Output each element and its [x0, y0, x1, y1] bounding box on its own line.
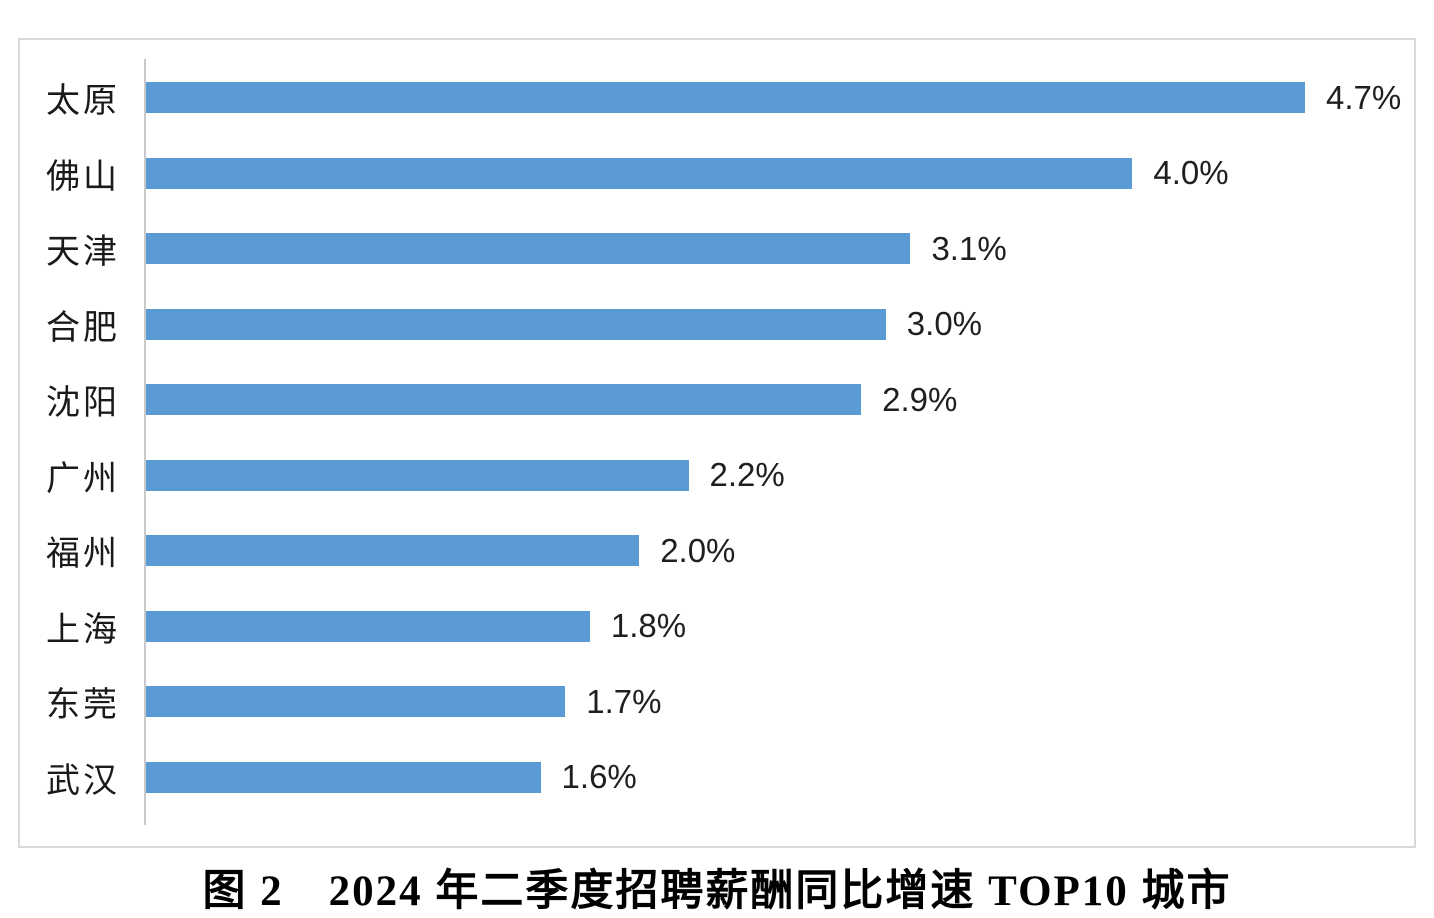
value-label: 1.8% — [610, 607, 687, 645]
bar — [146, 761, 541, 793]
bar-track: 4.7% — [146, 60, 1414, 136]
value-label: 3.1% — [931, 229, 1007, 267]
bar-track: 3.0% — [146, 287, 1414, 363]
bar — [146, 157, 1133, 189]
category-label: 天津 — [46, 234, 120, 272]
bar-row: 沈阳 2.9% — [20, 362, 1414, 438]
bar-row: 广州 2.2% — [20, 438, 1414, 514]
bar-rows-container: 太原 4.7% 佛山 4.0% 天津 3.1% 合肥 3.0% 沈阳 2.9% 广州 2.2% 福州 2.… — [20, 60, 1414, 815]
bar-row: 合肥 3.0% — [20, 287, 1414, 363]
value-label: 4.7% — [1326, 78, 1402, 116]
bar — [146, 610, 590, 642]
value-label: 3.0% — [906, 305, 983, 343]
bar-track: 2.0% — [146, 513, 1414, 589]
bar-track: 4.0% — [146, 136, 1414, 212]
category-label: 沈阳 — [46, 385, 120, 423]
bar — [146, 384, 862, 416]
category-label: 上海 — [46, 611, 120, 649]
y-axis-line — [144, 59, 146, 825]
bar — [146, 233, 911, 265]
bar — [146, 308, 886, 340]
bar-row: 上海 1.8% — [20, 589, 1414, 665]
value-label: 1.7% — [586, 682, 662, 720]
value-label: 4.0% — [1153, 154, 1229, 192]
bar-row: 佛山 4.0% — [20, 136, 1414, 212]
value-label: 1.6% — [561, 758, 637, 796]
bar — [146, 686, 566, 718]
bar-track: 3.1% — [146, 211, 1414, 287]
bar-track: 1.7% — [146, 664, 1414, 740]
bar-track: 2.9% — [146, 362, 1414, 438]
category-label: 佛山 — [46, 158, 120, 196]
category-label: 东莞 — [46, 687, 120, 725]
category-label: 合肥 — [46, 309, 120, 347]
bar-row: 武汉 1.6% — [20, 740, 1414, 816]
category-label: 武汉 — [46, 762, 120, 800]
bar — [146, 82, 1306, 114]
category-label: 太原 — [46, 83, 120, 121]
value-label: 2.0% — [660, 531, 736, 569]
value-label: 2.9% — [882, 380, 958, 418]
category-label: 福州 — [46, 536, 120, 574]
bar-row: 天津 3.1% — [20, 211, 1414, 287]
bar-track: 2.2% — [146, 438, 1414, 514]
value-label: 2.2% — [709, 456, 785, 494]
category-label: 广州 — [46, 460, 120, 498]
bar — [146, 535, 640, 567]
bar-track: 1.6% — [146, 740, 1414, 816]
bar-row: 太原 4.7% — [20, 60, 1414, 136]
bar-row: 福州 2.0% — [20, 513, 1414, 589]
bar-row: 东莞 1.7% — [20, 664, 1414, 740]
chart-caption: 图 2 2024 年二季度招聘薪酬同比增速 TOP10 城市 — [202, 868, 1232, 915]
bar-track: 1.8% — [146, 589, 1414, 665]
chart-plot-area: 太原 4.7% 佛山 4.0% 天津 3.1% 合肥 3.0% 沈阳 2.9% 广州 2.2% 福州 2.… — [18, 38, 1416, 848]
bar — [146, 459, 689, 491]
